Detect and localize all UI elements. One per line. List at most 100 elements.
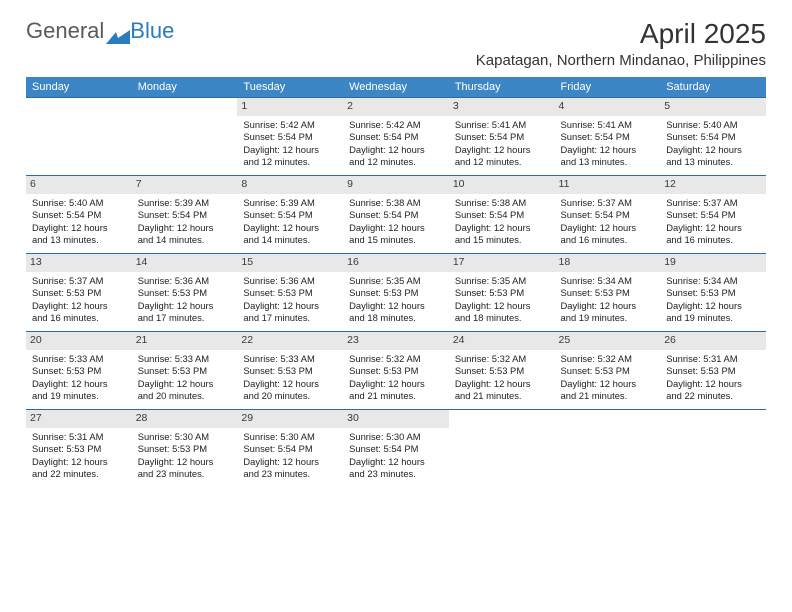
- daylight-line: Daylight: 12 hours and 13 minutes.: [666, 144, 760, 169]
- daylight-line: Daylight: 12 hours and 19 minutes.: [666, 300, 760, 325]
- daylight-line: Daylight: 12 hours and 16 minutes.: [32, 300, 126, 325]
- sunrise-line: Sunrise: 5:30 AM: [349, 431, 443, 443]
- calendar-row: 20Sunrise: 5:33 AMSunset: 5:53 PMDayligh…: [26, 332, 766, 410]
- weekday-header: Monday: [132, 77, 238, 98]
- weekday-header: Thursday: [449, 77, 555, 98]
- sunrise-line: Sunrise: 5:39 AM: [243, 197, 337, 209]
- day-number: 24: [449, 332, 555, 350]
- location: Kapatagan, Northern Mindanao, Philippine…: [476, 52, 766, 69]
- sunset-line: Sunset: 5:54 PM: [243, 443, 337, 455]
- day-number: 10: [449, 176, 555, 194]
- sunrise-line: Sunrise: 5:37 AM: [32, 275, 126, 287]
- day-number: 29: [237, 410, 343, 428]
- weekday-header: Saturday: [660, 77, 766, 98]
- sunrise-line: Sunrise: 5:32 AM: [349, 353, 443, 365]
- sunrise-line: Sunrise: 5:30 AM: [243, 431, 337, 443]
- sunset-line: Sunset: 5:53 PM: [32, 443, 126, 455]
- sunrise-line: Sunrise: 5:33 AM: [32, 353, 126, 365]
- sunrise-line: Sunrise: 5:35 AM: [349, 275, 443, 287]
- sunrise-line: Sunrise: 5:31 AM: [32, 431, 126, 443]
- daylight-line: Daylight: 12 hours and 16 minutes.: [561, 222, 655, 247]
- daylight-line: Daylight: 12 hours and 12 minutes.: [349, 144, 443, 169]
- calendar-cell: 29Sunrise: 5:30 AMSunset: 5:54 PMDayligh…: [237, 410, 343, 488]
- sunset-line: Sunset: 5:54 PM: [666, 209, 760, 221]
- daylight-line: Daylight: 12 hours and 22 minutes.: [32, 456, 126, 481]
- weekday-header: Sunday: [26, 77, 132, 98]
- sunset-line: Sunset: 5:53 PM: [561, 287, 655, 299]
- header-right: April 2025 Kapatagan, Northern Mindanao,…: [476, 18, 766, 69]
- daylight-line: Daylight: 12 hours and 12 minutes.: [243, 144, 337, 169]
- calendar-cell: 6Sunrise: 5:40 AMSunset: 5:54 PMDaylight…: [26, 176, 132, 254]
- calendar-cell: 23Sunrise: 5:32 AMSunset: 5:53 PMDayligh…: [343, 332, 449, 410]
- daylight-line: Daylight: 12 hours and 22 minutes.: [666, 378, 760, 403]
- daylight-line: Daylight: 12 hours and 19 minutes.: [32, 378, 126, 403]
- day-number: 27: [26, 410, 132, 428]
- calendar-cell: 22Sunrise: 5:33 AMSunset: 5:53 PMDayligh…: [237, 332, 343, 410]
- sunset-line: Sunset: 5:54 PM: [455, 209, 549, 221]
- day-number: 20: [26, 332, 132, 350]
- day-number: 8: [237, 176, 343, 194]
- daylight-line: Daylight: 12 hours and 18 minutes.: [349, 300, 443, 325]
- day-number: 26: [660, 332, 766, 350]
- logo: General Blue: [26, 18, 174, 44]
- sunset-line: Sunset: 5:54 PM: [666, 131, 760, 143]
- day-number: 11: [555, 176, 661, 194]
- daylight-line: Daylight: 12 hours and 18 minutes.: [455, 300, 549, 325]
- daylight-line: Daylight: 12 hours and 23 minutes.: [349, 456, 443, 481]
- calendar-cell: .: [132, 98, 238, 176]
- sunset-line: Sunset: 5:54 PM: [561, 131, 655, 143]
- sunset-line: Sunset: 5:53 PM: [32, 365, 126, 377]
- logo-text-general: General: [26, 18, 104, 44]
- daylight-line: Daylight: 12 hours and 19 minutes.: [561, 300, 655, 325]
- calendar-cell: .: [555, 410, 661, 488]
- calendar-cell: 5Sunrise: 5:40 AMSunset: 5:54 PMDaylight…: [660, 98, 766, 176]
- calendar-body: ..1Sunrise: 5:42 AMSunset: 5:54 PMDaylig…: [26, 98, 766, 488]
- weekday-header: Wednesday: [343, 77, 449, 98]
- sunset-line: Sunset: 5:53 PM: [349, 287, 443, 299]
- sunrise-line: Sunrise: 5:42 AM: [243, 119, 337, 131]
- day-number: 2: [343, 98, 449, 116]
- sunset-line: Sunset: 5:53 PM: [32, 287, 126, 299]
- sunrise-line: Sunrise: 5:32 AM: [455, 353, 549, 365]
- day-number: 9: [343, 176, 449, 194]
- sunrise-line: Sunrise: 5:40 AM: [32, 197, 126, 209]
- sunrise-line: Sunrise: 5:33 AM: [243, 353, 337, 365]
- sunrise-line: Sunrise: 5:32 AM: [561, 353, 655, 365]
- sunrise-line: Sunrise: 5:36 AM: [243, 275, 337, 287]
- sunrise-line: Sunrise: 5:38 AM: [455, 197, 549, 209]
- calendar-cell: 19Sunrise: 5:34 AMSunset: 5:53 PMDayligh…: [660, 254, 766, 332]
- sunset-line: Sunset: 5:54 PM: [32, 209, 126, 221]
- day-number: 6: [26, 176, 132, 194]
- calendar-cell: 13 Sunrise: 5:37 AMSunset: 5:53 PMDayligh…: [26, 254, 132, 332]
- calendar-cell: 8Sunrise: 5:39 AMSunset: 5:54 PMDaylight…: [237, 176, 343, 254]
- sunrise-line: Sunrise: 5:41 AM: [455, 119, 549, 131]
- day-number: 18: [555, 254, 661, 272]
- calendar-row: 27Sunrise: 5:31 AMSunset: 5:53 PMDayligh…: [26, 410, 766, 488]
- day-number: 7: [132, 176, 238, 194]
- sunrise-line: Sunrise: 5:30 AM: [138, 431, 232, 443]
- sunset-line: Sunset: 5:54 PM: [243, 209, 337, 221]
- weekday-header: Friday: [555, 77, 661, 98]
- day-number: 13: [26, 254, 132, 272]
- sunset-line: Sunset: 5:53 PM: [243, 287, 337, 299]
- daylight-line: Daylight: 12 hours and 16 minutes.: [666, 222, 760, 247]
- daylight-line: Daylight: 12 hours and 17 minutes.: [138, 300, 232, 325]
- calendar-cell: 3Sunrise: 5:41 AMSunset: 5:54 PMDaylight…: [449, 98, 555, 176]
- sunset-line: Sunset: 5:53 PM: [138, 443, 232, 455]
- daylight-line: Daylight: 12 hours and 23 minutes.: [138, 456, 232, 481]
- day-number: 14: [132, 254, 238, 272]
- calendar-cell: 20 Sunrise: 5:33 AMSunset: 5:53 PMDayligh…: [26, 332, 132, 410]
- calendar-cell: 27 Sunrise: 5:31 AMSunset: 5:53 PMDayligh…: [26, 410, 132, 488]
- sunrise-line: Sunrise: 5:38 AM: [349, 197, 443, 209]
- calendar-cell: 12Sunrise: 5:37 AMSunset: 5:54 PMDayligh…: [660, 176, 766, 254]
- sunrise-line: Sunrise: 5:42 AM: [349, 119, 443, 131]
- sunrise-line: Sunrise: 5:34 AM: [561, 275, 655, 287]
- sunrise-line: Sunrise: 5:40 AM: [666, 119, 760, 131]
- calendar-cell: 9Sunrise: 5:38 AMSunset: 5:54 PMDaylight…: [343, 176, 449, 254]
- day-number: 4: [555, 98, 661, 116]
- calendar-head: SundayMondayTuesdayWednesdayThursdayFrid…: [26, 77, 766, 98]
- sunset-line: Sunset: 5:53 PM: [666, 287, 760, 299]
- calendar-cell: 14Sunrise: 5:36 AMSunset: 5:53 PMDayligh…: [132, 254, 238, 332]
- daylight-line: Daylight: 12 hours and 20 minutes.: [138, 378, 232, 403]
- daylight-line: Daylight: 12 hours and 21 minutes.: [349, 378, 443, 403]
